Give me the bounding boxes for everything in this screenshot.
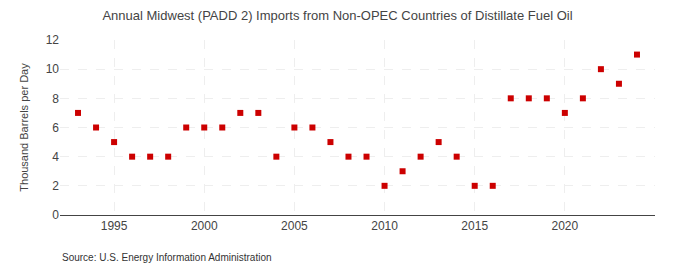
svg-text:2010: 2010 — [371, 219, 398, 233]
svg-text:8: 8 — [52, 92, 59, 106]
svg-text:Annual Midwest (PADD 2) Import: Annual Midwest (PADD 2) Imports from Non… — [102, 8, 572, 23]
svg-text:2015: 2015 — [461, 219, 488, 233]
svg-text:1995: 1995 — [101, 219, 128, 233]
svg-text:2005: 2005 — [281, 219, 308, 233]
svg-text:Thousand Barrels per Day: Thousand Barrels per Day — [18, 63, 30, 192]
svg-text:Source: U.S. Energy Informatio: Source: U.S. Energy Information Administ… — [62, 252, 272, 263]
svg-text:0: 0 — [52, 208, 59, 222]
svg-text:10: 10 — [46, 62, 60, 76]
svg-text:4: 4 — [52, 150, 59, 164]
svg-text:6: 6 — [52, 121, 59, 135]
svg-text:2000: 2000 — [191, 219, 218, 233]
svg-text:12: 12 — [46, 33, 60, 47]
svg-text:2: 2 — [52, 179, 59, 193]
svg-text:2020: 2020 — [551, 219, 578, 233]
